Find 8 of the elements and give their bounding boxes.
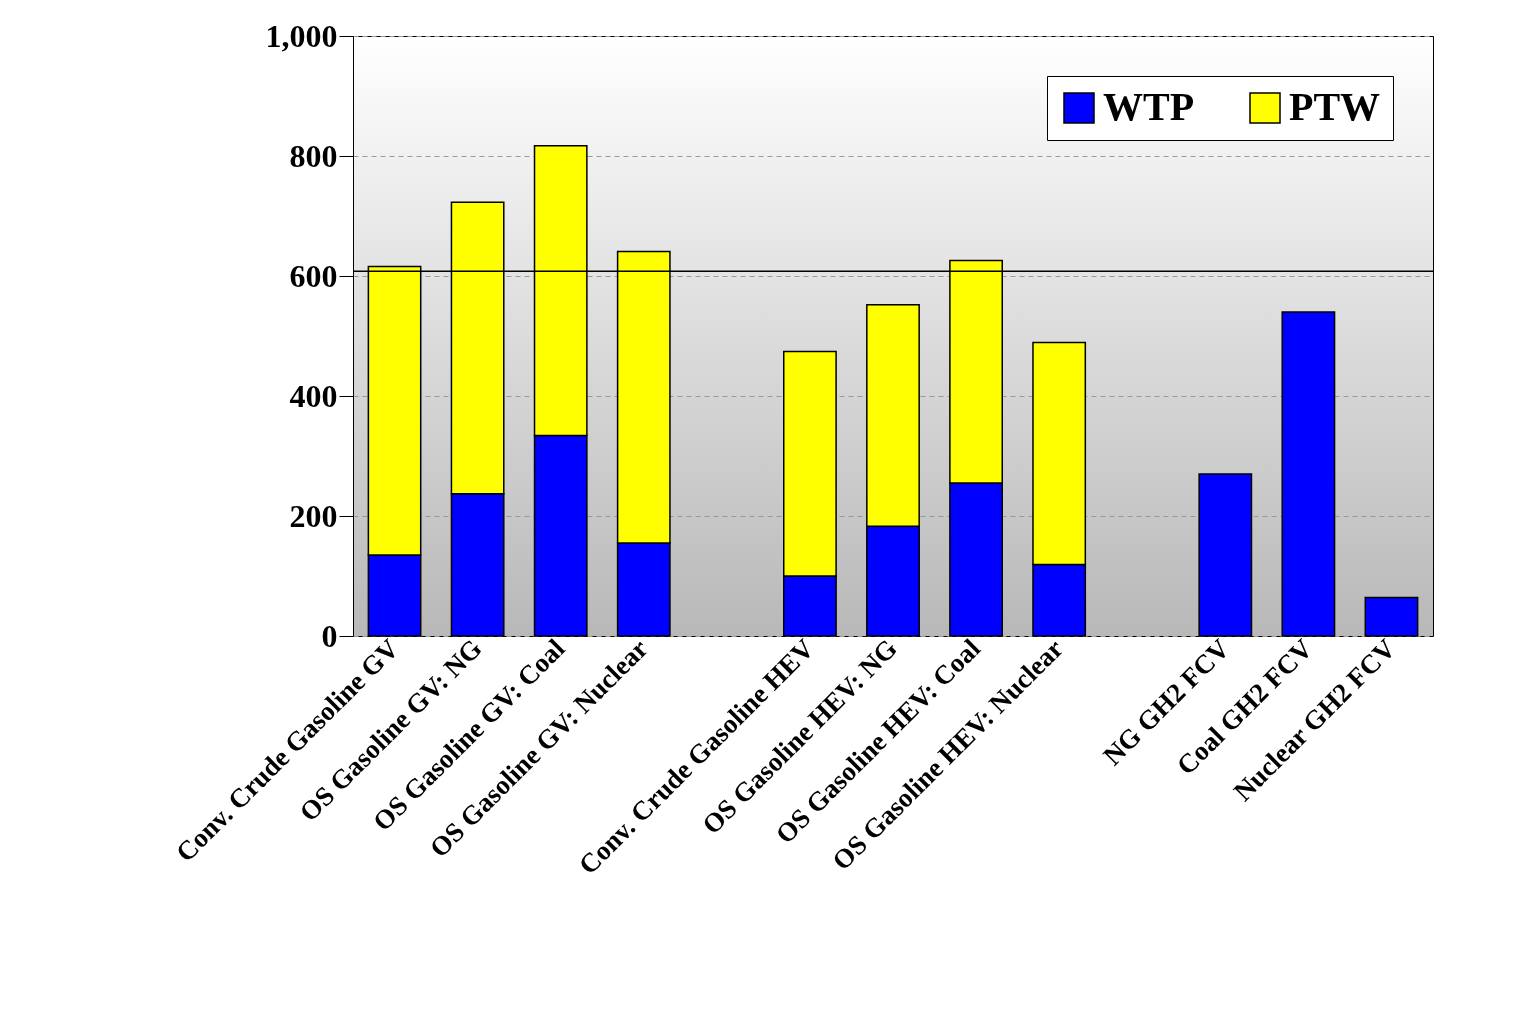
y-tick-label: 600 — [289, 257, 338, 294]
y-tick-label: 200 — [289, 497, 338, 534]
legend-label: WTP — [1103, 84, 1195, 129]
legend-label: PTW — [1289, 84, 1381, 129]
y-tick-label: 800 — [289, 137, 338, 174]
y-tick-label: 1,000 — [265, 17, 338, 54]
y-tick-label: 400 — [289, 377, 338, 414]
y-tick-label: 0 — [321, 617, 338, 654]
